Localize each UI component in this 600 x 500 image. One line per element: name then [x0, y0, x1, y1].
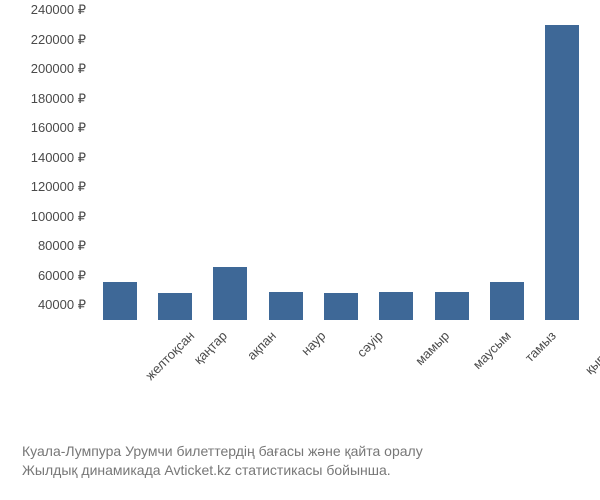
x-tick-label: желтоқсан — [142, 328, 197, 383]
y-tick-label: 180000 ₽ — [31, 91, 86, 107]
caption-line-2: Жылдық динамикада Avticket.kz статистика… — [22, 461, 582, 480]
bar — [379, 292, 413, 320]
bar — [545, 25, 579, 320]
bar — [213, 267, 247, 320]
price-chart: 40000 ₽ 60000 ₽ 80000 ₽ 100000 ₽ 120000 ₽ 140… — [0, 0, 600, 500]
x-tick-label: маусым — [469, 328, 513, 372]
chart-caption: Куала-Лумпура Урумчи билеттердің бағасы … — [22, 442, 582, 480]
bar — [490, 282, 524, 320]
bar — [158, 293, 192, 320]
x-tick-label: тамыз — [522, 328, 559, 365]
bars-container — [92, 10, 590, 320]
y-tick-label: 60000 ₽ — [38, 268, 86, 284]
bar — [324, 293, 358, 320]
bar — [269, 292, 303, 320]
x-tick-label: ақпан — [244, 328, 279, 363]
y-tick-label: 240000 ₽ — [31, 2, 86, 18]
y-tick-label: 100000 ₽ — [31, 209, 86, 225]
y-tick-label: 160000 ₽ — [31, 120, 86, 136]
y-tick-label: 120000 ₽ — [31, 179, 86, 195]
bar — [103, 282, 137, 320]
y-tick-label: 200000 ₽ — [31, 61, 86, 77]
plot-area: 40000 ₽60000 ₽80000 ₽100000 ₽120000 ₽140… — [92, 10, 590, 320]
x-tick-label: наур — [298, 328, 328, 358]
y-tick-label: 140000 ₽ — [31, 150, 86, 166]
x-tick-label: қаңтар — [191, 328, 230, 367]
x-tick-label: қыркүйек — [582, 328, 600, 377]
bar — [435, 292, 469, 320]
y-tick-label: 80000 ₽ — [38, 238, 86, 254]
y-tick-label: 220000 ₽ — [31, 32, 86, 48]
x-tick-label: мамыр — [413, 328, 453, 368]
caption-line-1: Куала-Лумпура Урумчи билеттердің бағасы … — [22, 442, 582, 461]
y-tick-label: 40000 ₽ — [38, 297, 86, 313]
x-tick-label: сәуір — [354, 328, 386, 360]
